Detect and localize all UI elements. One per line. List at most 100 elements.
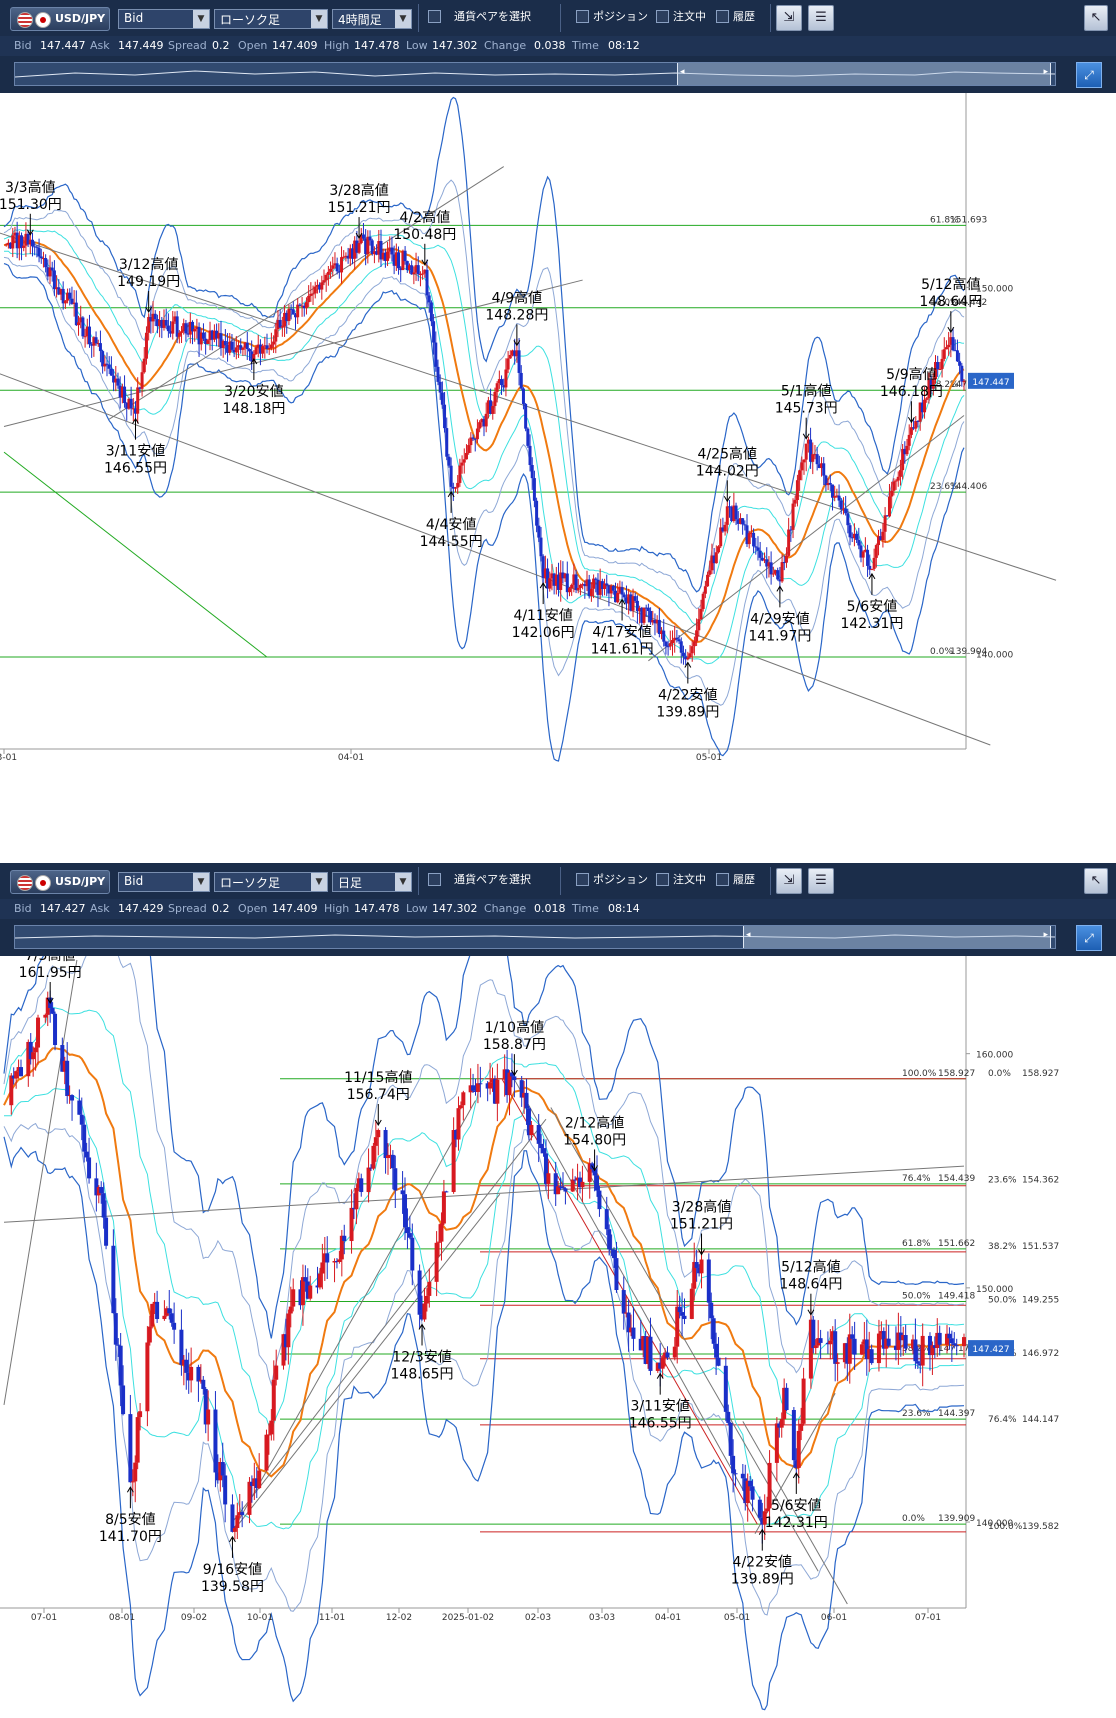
- candle-body: [390, 247, 394, 255]
- orders-checkbox[interactable]: [656, 10, 669, 23]
- candle-body: [932, 1345, 937, 1349]
- candle-body: [6, 242, 10, 245]
- candle-body: [765, 559, 769, 567]
- candle-body: [123, 386, 127, 403]
- candle-body: [668, 643, 672, 647]
- candle-body: [269, 344, 273, 349]
- chart-settings-icon[interactable]: ⇲: [776, 868, 802, 894]
- candle-body: [287, 308, 291, 322]
- timeframe-dropdown[interactable]: 4時間足 ▼: [332, 9, 412, 29]
- price-chart-4h[interactable]: 61.8%151.69350.0%149.44238.2%147.19123.6…: [0, 93, 1116, 855]
- history-checkbox[interactable]: [716, 10, 729, 23]
- price-type-dropdown[interactable]: Bid ▼: [118, 9, 210, 29]
- annotation-arrowhead: [421, 259, 429, 266]
- bollinger-band-upper-2: [3, 956, 965, 1387]
- candle-body: [37, 247, 41, 257]
- history-checkbox[interactable]: [716, 873, 729, 886]
- candle-body: [182, 323, 186, 332]
- candle-body: [624, 597, 628, 604]
- candle-body: [467, 445, 471, 453]
- candle-body: [213, 1409, 218, 1473]
- navigator-track[interactable]: ◂ ▸: [14, 925, 1056, 949]
- candle-body: [883, 515, 887, 532]
- candle-body: [815, 454, 819, 465]
- candle-body: [539, 1143, 544, 1149]
- orders-checkbox[interactable]: [656, 873, 669, 886]
- candle-body: [509, 1072, 514, 1077]
- toolbar-divider: [418, 4, 419, 32]
- candle-body: [612, 1249, 617, 1259]
- collapse-arrow-icon[interactable]: ↖: [1084, 868, 1108, 894]
- candle-body: [129, 398, 133, 409]
- chart-settings-icon[interactable]: ⇲: [776, 5, 802, 31]
- candle-body: [777, 1423, 782, 1428]
- candle-body: [489, 400, 493, 414]
- candle-body: [342, 256, 346, 258]
- candle-body: [230, 1504, 235, 1532]
- select-pair-checkbox[interactable]: [428, 873, 441, 886]
- candle-body: [765, 1508, 770, 1512]
- price-type-dropdown[interactable]: Bid ▼: [118, 872, 210, 892]
- candle-body: [596, 579, 600, 595]
- candle-body: [300, 305, 304, 307]
- candle-body: [616, 592, 620, 603]
- candle-body: [896, 476, 900, 481]
- candle-body: [716, 1357, 721, 1366]
- position-checkbox[interactable]: [576, 10, 589, 23]
- position-checkbox[interactable]: [576, 873, 589, 886]
- candle-body: [407, 1233, 412, 1238]
- navigator-range-handle[interactable]: ◂ ▸: [677, 63, 1051, 85]
- annotation-arrowhead: [539, 582, 547, 589]
- fib-price-label: 158.927: [938, 1069, 975, 1079]
- currency-pair-selector[interactable]: USD/JPY: [10, 7, 110, 31]
- fib-pct-label: 23.6%: [988, 1176, 1017, 1186]
- candle-body: [392, 254, 396, 266]
- annotation-label: 4/29安値: [750, 611, 809, 627]
- candle-body: [890, 490, 894, 497]
- candle-body: [828, 482, 832, 485]
- fullscreen-toggle-icon[interactable]: ⤢: [1076, 62, 1102, 88]
- candle-body: [930, 1345, 935, 1356]
- document-list-icon[interactable]: ☰: [808, 5, 834, 31]
- trend-line: [513, 1079, 763, 1525]
- candle-body: [322, 1253, 327, 1263]
- candle-body: [368, 1167, 373, 1169]
- collapse-arrow-icon[interactable]: ↖: [1084, 5, 1108, 31]
- candle-body: [337, 271, 341, 273]
- candle-body: [620, 587, 624, 595]
- plot-area: [0, 956, 966, 1608]
- candle-body: [109, 368, 113, 376]
- candle-body: [688, 653, 692, 658]
- fib-pct-label: 0.0%: [930, 647, 953, 657]
- currency-pair-selector[interactable]: USD/JPY: [10, 870, 110, 894]
- candle-body: [666, 646, 670, 648]
- candle-body: [373, 1137, 378, 1146]
- candle-body: [48, 267, 52, 277]
- chart-type-dropdown[interactable]: ローソク足 ▼: [214, 872, 328, 892]
- candle-body: [206, 340, 210, 344]
- candle-body: [252, 354, 256, 362]
- bid-value: 147.447: [40, 39, 86, 52]
- select-pair-checkbox[interactable]: [428, 10, 441, 23]
- candle-body: [762, 1511, 767, 1525]
- fullscreen-toggle-icon[interactable]: ⤢: [1076, 925, 1102, 951]
- candle-body: [845, 1343, 850, 1364]
- candle-body: [513, 350, 517, 357]
- candle-body: [424, 1295, 429, 1304]
- candle-body: [681, 652, 685, 657]
- candle-body: [595, 1175, 600, 1191]
- navigator-range-handle[interactable]: ◂ ▸: [743, 926, 1051, 948]
- document-list-icon[interactable]: ☰: [808, 868, 834, 894]
- candle-body: [180, 331, 184, 333]
- candle-body: [758, 550, 762, 558]
- candle-body: [947, 1333, 952, 1339]
- chart-type-dropdown[interactable]: ローソク足 ▼: [214, 9, 328, 29]
- candle-body: [490, 1079, 495, 1083]
- candle-body: [140, 372, 144, 389]
- navigator-track[interactable]: ◂ ▸: [14, 62, 1056, 86]
- timeframe-dropdown[interactable]: 日足 ▼: [332, 872, 412, 892]
- candle-body: [706, 574, 710, 587]
- candle-body: [254, 1478, 259, 1489]
- candle-body: [138, 1411, 143, 1418]
